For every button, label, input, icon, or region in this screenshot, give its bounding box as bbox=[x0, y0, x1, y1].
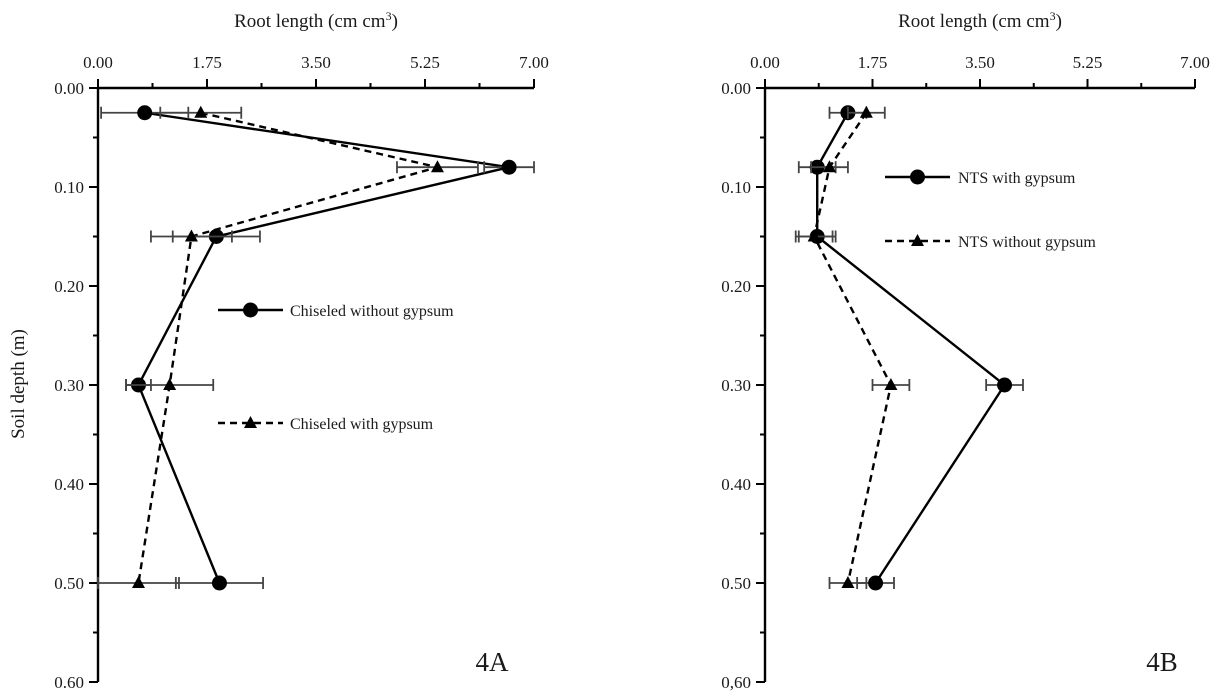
data-point-triangle bbox=[841, 576, 855, 588]
series-chiseled-without-gypsum bbox=[100, 105, 535, 591]
data-point-triangle bbox=[194, 105, 208, 118]
legend-label: NTS without gypsum bbox=[958, 234, 1096, 251]
data-point-circle bbox=[997, 377, 1013, 393]
legend-label: NTS with gypsum bbox=[958, 170, 1076, 187]
x-tick-label: 3.50 bbox=[301, 53, 331, 72]
chart-panel-4b: 0.00 1.75 3.50 5.25 7.00 0.00 0.10 0.20 0.30 0.40… bbox=[721, 9, 1210, 692]
x-tick-label: 7.00 bbox=[1180, 53, 1210, 72]
legend-entry: NTS without gypsum bbox=[885, 234, 1096, 251]
x-tick-label: 0.00 bbox=[750, 53, 780, 72]
y-tick-label: 0.40 bbox=[721, 475, 751, 494]
data-point-circle bbox=[137, 105, 153, 121]
series-line bbox=[137, 111, 438, 584]
data-point-triangle bbox=[859, 105, 873, 118]
data-point-triangle bbox=[823, 160, 836, 173]
legend-marker-triangle bbox=[244, 416, 257, 428]
x-tick-label: 0.00 bbox=[83, 53, 113, 72]
y-tick-label: 0.50 bbox=[721, 574, 751, 593]
x-axis-title: Root length (cm cm3) bbox=[234, 9, 398, 32]
x-axis-title: Root length (cm cm3) bbox=[898, 9, 1062, 32]
y-tick-label: 0.00 bbox=[54, 79, 84, 98]
data-point-triangle bbox=[430, 160, 444, 173]
panel-label: 4B bbox=[1146, 647, 1178, 677]
y-tick-label: 0.10 bbox=[721, 178, 751, 197]
y-tick-label: 0.20 bbox=[721, 277, 751, 296]
y-tick-label: 0.40 bbox=[54, 475, 84, 494]
panel-label: 4A bbox=[476, 647, 510, 677]
x-tick-label: 1.75 bbox=[192, 53, 222, 72]
y-tick-label: 0.20 bbox=[54, 277, 84, 296]
legend-marker-triangle bbox=[911, 234, 924, 246]
chart-panel-4a: 0.00 1.75 3.50 5.25 7.00 0.00 0.10 0.20 0.30 0.40… bbox=[8, 9, 549, 692]
y-axis-title: Soil depth (m) bbox=[8, 329, 29, 439]
legend-entry: NTS with gypsum bbox=[885, 169, 1076, 187]
x-tick-label: 7.00 bbox=[519, 53, 549, 72]
data-point-triangle bbox=[884, 378, 898, 390]
y-tick-label: 0.50 bbox=[54, 574, 84, 593]
data-point-triangle bbox=[184, 229, 198, 242]
x-tick-label: 5.25 bbox=[410, 53, 440, 72]
y-tick-label: 0.60 bbox=[54, 673, 84, 692]
data-point-triangle bbox=[807, 229, 821, 242]
data-point-circle bbox=[501, 159, 517, 175]
series-line bbox=[812, 112, 893, 584]
legend-entry: Chiseled with gypsum bbox=[218, 416, 434, 433]
legend-label: Chiseled without gypsum bbox=[290, 303, 454, 320]
series-line bbox=[137, 111, 510, 584]
legend-marker-circle bbox=[910, 169, 925, 185]
legend-marker-circle bbox=[243, 302, 258, 318]
y-tick-label: 0.10 bbox=[54, 178, 84, 197]
x-tick-label: 3.50 bbox=[965, 53, 995, 72]
y-tick-label: 0.30 bbox=[721, 376, 751, 395]
y-tick-label: 0.00 bbox=[721, 79, 751, 98]
data-point-triangle bbox=[163, 378, 177, 390]
legend-label: Chiseled with gypsum bbox=[290, 416, 434, 433]
y-tick-label: 0,60 bbox=[721, 673, 751, 692]
legend-entry: Chiseled without gypsum bbox=[218, 302, 454, 320]
data-point-circle bbox=[211, 575, 227, 591]
x-tick-label: 1.75 bbox=[858, 53, 888, 72]
data-point-triangle bbox=[131, 576, 145, 588]
y-tick-label: 0.30 bbox=[54, 376, 84, 395]
series-nts-without-gypsum bbox=[794, 105, 911, 589]
data-point-circle bbox=[868, 575, 884, 591]
x-tick-label: 5.25 bbox=[1073, 53, 1103, 72]
series-chiseled-with-gypsum bbox=[97, 105, 479, 589]
